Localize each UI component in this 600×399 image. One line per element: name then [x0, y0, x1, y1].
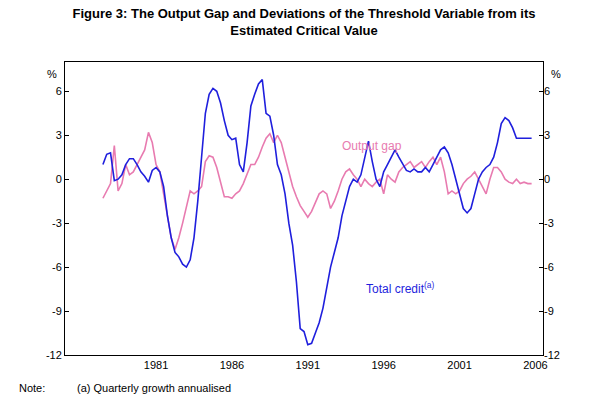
svg-text:Note:: Note: — [19, 382, 45, 394]
svg-text:Figure 3: The Output Gap and D: Figure 3: The Output Gap and Deviations … — [73, 6, 536, 38]
svg-text:1981: 1981 — [144, 359, 168, 371]
svg-text:-9: -9 — [52, 305, 62, 317]
svg-text:2006: 2006 — [523, 359, 547, 371]
svg-text:-6: -6 — [52, 261, 62, 273]
svg-text:%: % — [47, 68, 57, 80]
svg-text:1986: 1986 — [220, 359, 244, 371]
svg-text:-9: -9 — [544, 305, 554, 317]
svg-text:1996: 1996 — [371, 359, 395, 371]
svg-text:Output gap: Output gap — [342, 139, 402, 153]
svg-text:(a) Quarterly growth annualise: (a) Quarterly growth annualised — [77, 382, 231, 394]
svg-text:0: 0 — [544, 173, 550, 185]
svg-text:-3: -3 — [544, 217, 554, 229]
svg-text:-12: -12 — [46, 349, 62, 361]
svg-text:%: % — [551, 68, 561, 80]
svg-text:0: 0 — [56, 173, 62, 185]
svg-text:6: 6 — [56, 85, 62, 97]
svg-text:-6: -6 — [544, 261, 554, 273]
svg-text:-3: -3 — [52, 217, 62, 229]
svg-text:2001: 2001 — [447, 359, 471, 371]
svg-text:6: 6 — [544, 85, 550, 97]
svg-text:3: 3 — [544, 129, 550, 141]
svg-text:3: 3 — [56, 129, 62, 141]
svg-text:1991: 1991 — [296, 359, 320, 371]
svg-text:Total credit​(a)​: Total credit​(a)​ — [366, 280, 434, 296]
svg-text:-12: -12 — [544, 349, 560, 361]
